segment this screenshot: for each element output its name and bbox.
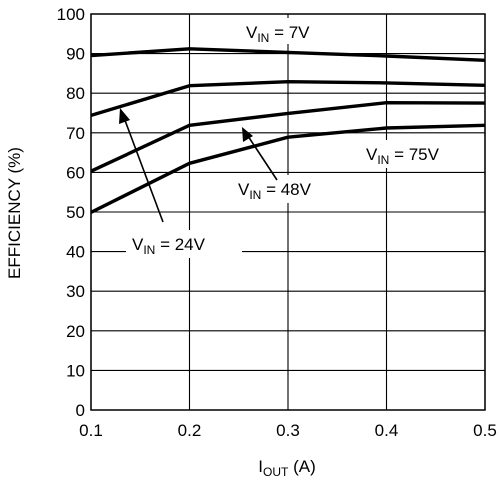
annotation-vin-7v: VIN = 7V bbox=[246, 23, 310, 45]
arrow-48v bbox=[245, 132, 278, 181]
y-tick-label: 90 bbox=[66, 45, 85, 64]
annotation-vin-75v: VIN = 75V bbox=[366, 145, 440, 167]
x-tick-label: 0.5 bbox=[473, 421, 497, 440]
grid bbox=[90, 13, 486, 411]
y-tick-label: 100 bbox=[57, 5, 85, 24]
series-line-7v bbox=[90, 47, 486, 62]
annotations: VIN = 7V VIN = 75V VIN = 48V VIN = 24V bbox=[119, 18, 464, 258]
y-tick-label: 30 bbox=[66, 282, 85, 301]
series-line-75v bbox=[90, 123, 486, 214]
annotation-bg-24v bbox=[126, 230, 242, 258]
y-tick-label: 50 bbox=[66, 203, 85, 222]
series-line-24v bbox=[90, 79, 486, 118]
series-line-48v bbox=[90, 100, 486, 173]
y-tick-label: 80 bbox=[66, 84, 85, 103]
y-tick-label: 20 bbox=[66, 322, 85, 341]
annotation-vin-48v: VIN = 48V bbox=[238, 180, 312, 202]
plot-border bbox=[90, 13, 486, 411]
y-tick-label: 0 bbox=[76, 401, 85, 420]
arrow-48v-head bbox=[242, 127, 253, 142]
y-tick-label: 40 bbox=[66, 243, 85, 262]
x-tick-label: 0.2 bbox=[178, 421, 202, 440]
x-tick-label: 0.4 bbox=[375, 421, 399, 440]
y-tick-label: 60 bbox=[66, 163, 85, 182]
series-lines bbox=[90, 47, 486, 214]
y-tick-label: 10 bbox=[66, 361, 85, 380]
tick-labels: 0 10 20 30 40 50 60 70 80 90 100 0.1 0.2 0.3 0.4 0.5 bbox=[57, 5, 497, 440]
x-tick-label: 0.1 bbox=[79, 421, 103, 440]
annotation-vin-24v: VIN = 24V bbox=[132, 235, 206, 257]
annotation-bg-7v bbox=[240, 18, 328, 44]
arrow-24v-head bbox=[119, 108, 130, 124]
arrow-24v bbox=[122, 114, 164, 223]
annotation-bg-75v bbox=[360, 140, 464, 168]
x-tick-label: 0.3 bbox=[276, 421, 300, 440]
annotation-bg-48v bbox=[232, 175, 340, 203]
y-axis-title: EFFICIENCY (%) bbox=[5, 147, 24, 279]
x-axis-title: IOUT (A) bbox=[258, 457, 315, 479]
y-tick-label: 70 bbox=[66, 124, 85, 143]
